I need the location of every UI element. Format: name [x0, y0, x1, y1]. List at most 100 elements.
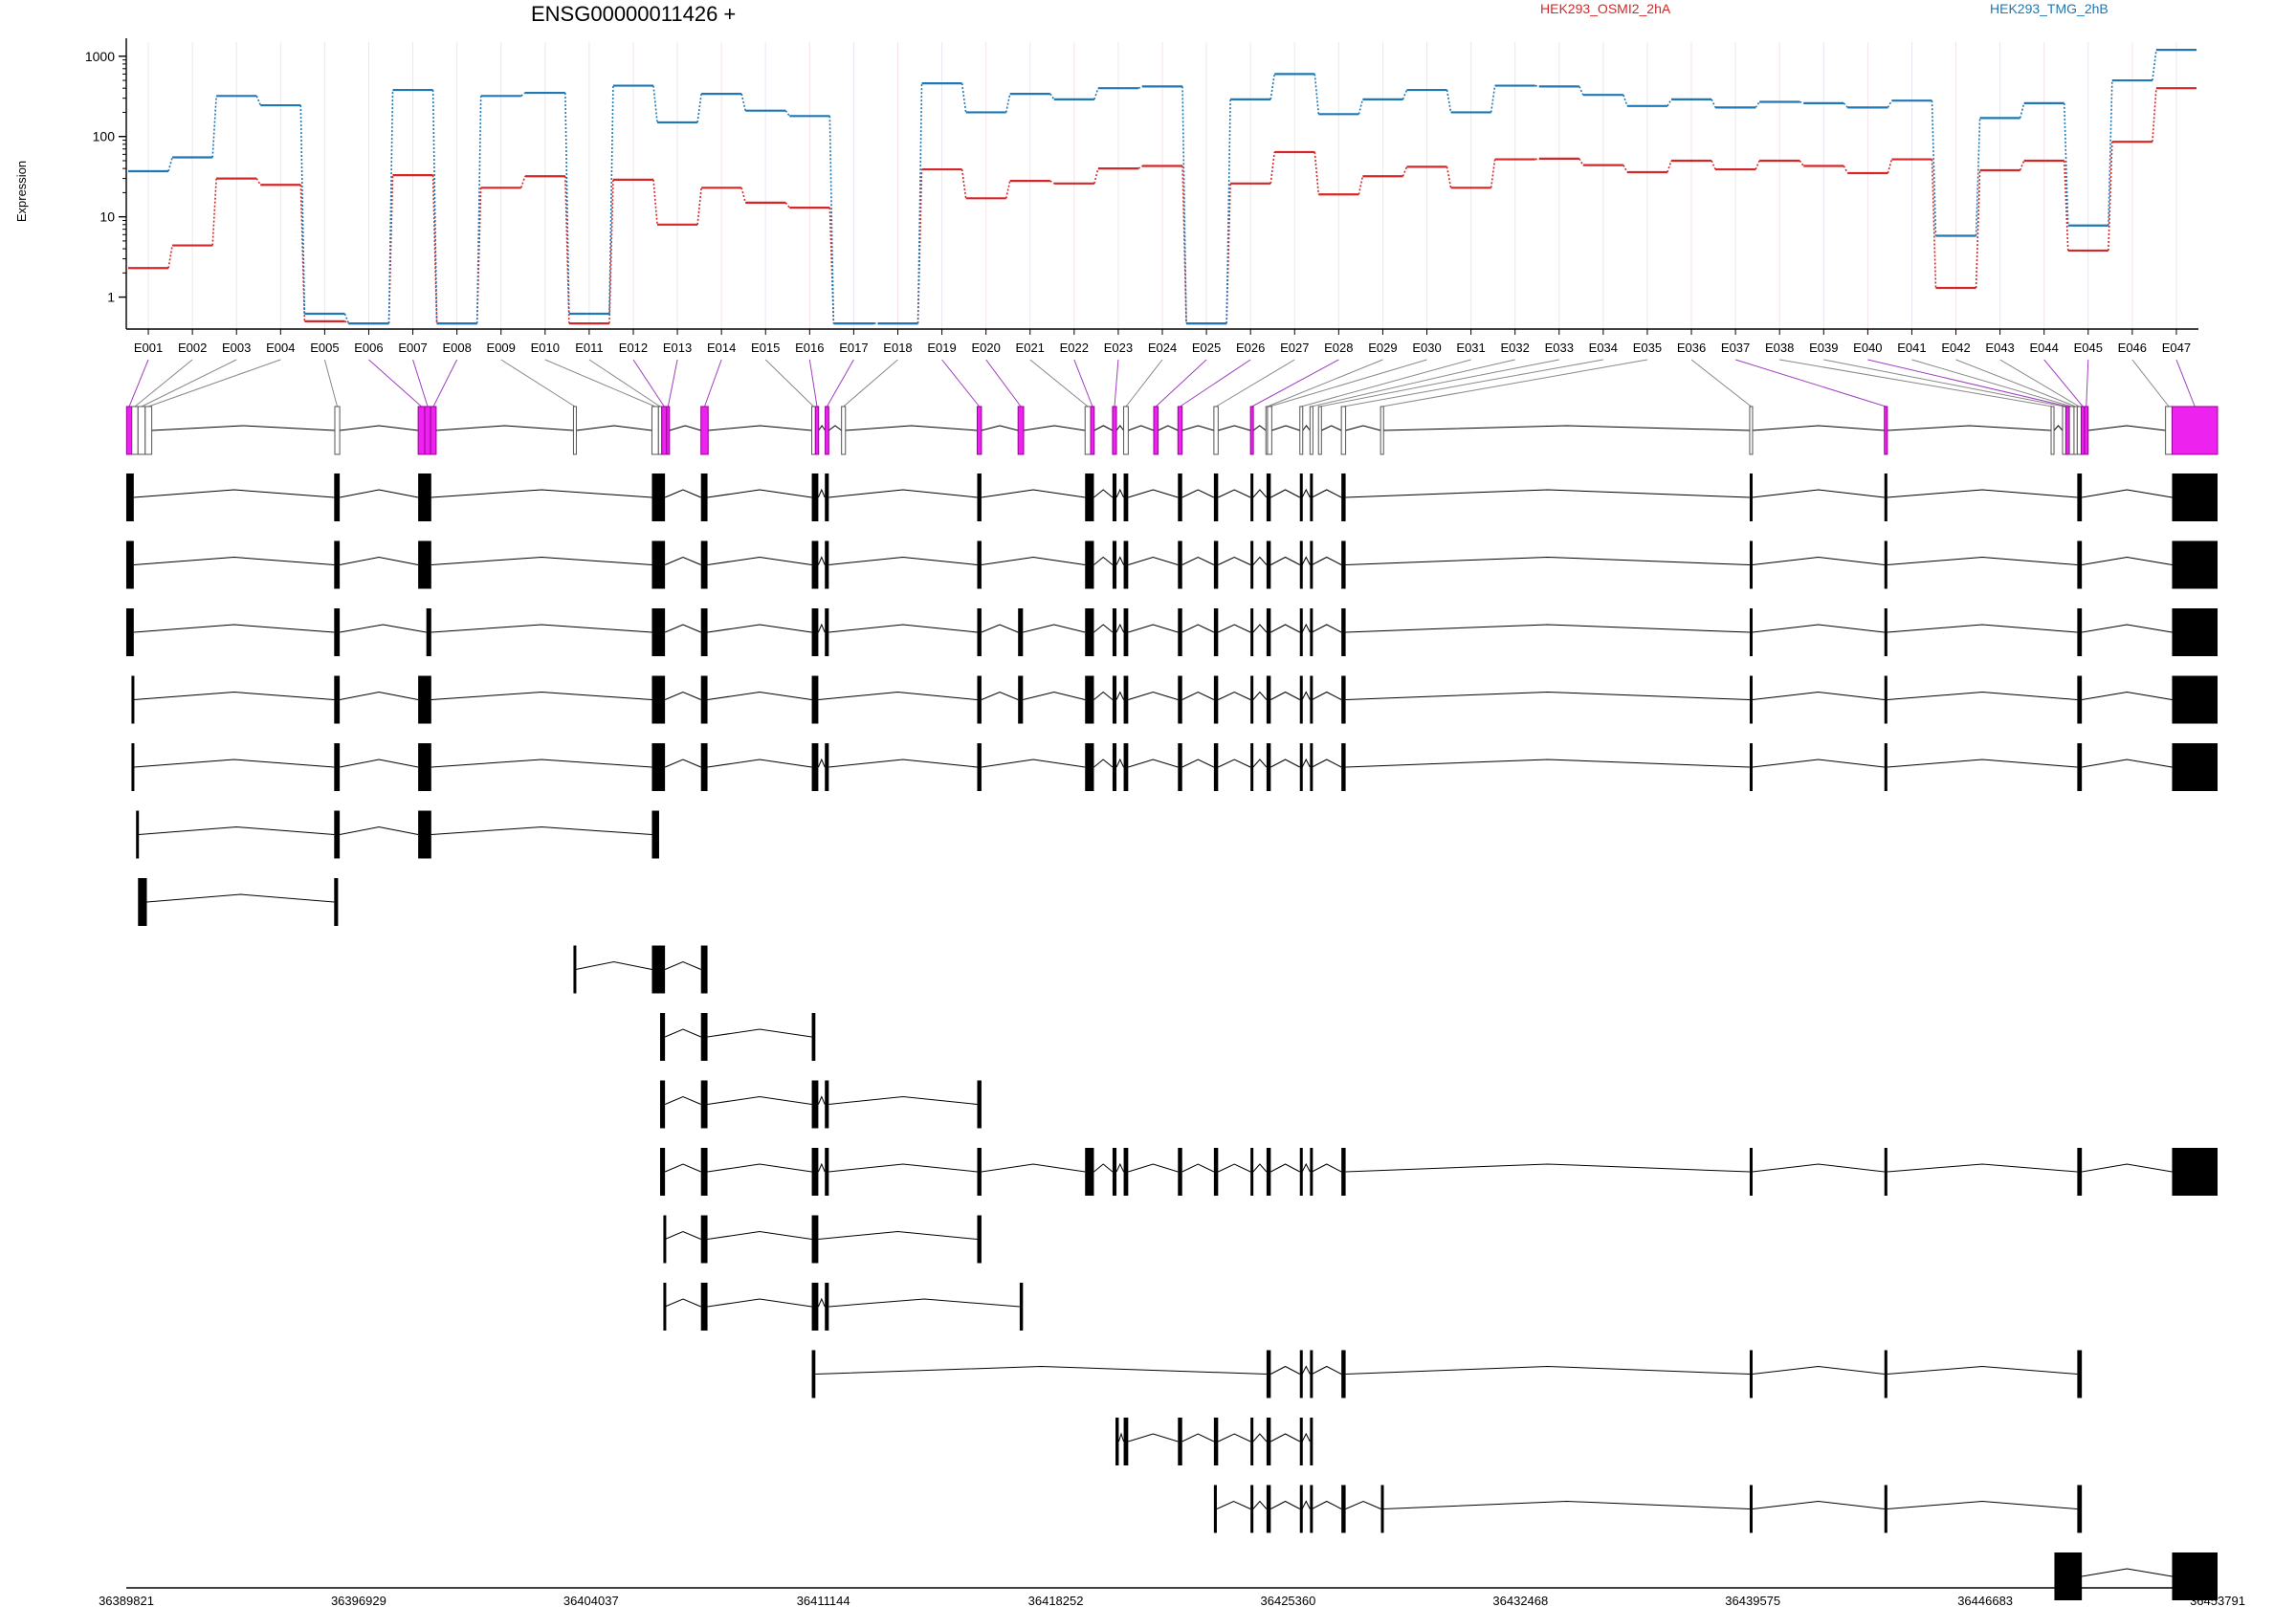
exon-model-bin — [424, 406, 431, 455]
series-2-connector — [1004, 93, 1011, 113]
transcript-intron — [1115, 758, 1125, 768]
transcript-exon — [1018, 675, 1024, 724]
transcript-exon — [1112, 473, 1117, 521]
transcript-exon — [1250, 540, 1254, 589]
exon-model-bin — [1153, 406, 1159, 455]
transcript-exon — [1341, 540, 1346, 589]
transcript-intron — [1301, 488, 1311, 498]
transcript-intron — [707, 1298, 812, 1308]
transcript-intron — [1252, 1163, 1268, 1173]
transcript-exon — [700, 473, 708, 521]
transcript-exon — [334, 675, 341, 724]
series-2-connector — [343, 313, 350, 324]
transcript-intron — [664, 691, 701, 700]
exon-bin-connector — [1029, 359, 1089, 407]
exon-model-intron — [1128, 425, 1155, 431]
transcript-intron — [818, 1230, 978, 1240]
transcript-exon — [977, 675, 982, 724]
series-2-connector — [2152, 50, 2157, 81]
transcript-intron — [1252, 489, 1268, 498]
transcript-intron — [1312, 691, 1342, 700]
transcript-intron — [1093, 489, 1114, 498]
transcript-exon — [651, 540, 666, 589]
transcript-intron — [1270, 1365, 1300, 1375]
transcript-track — [659, 1013, 816, 1061]
exon-bin-connector — [432, 359, 458, 407]
exon-model-intron — [708, 425, 812, 431]
transcript-intron — [1312, 556, 1342, 565]
transcript-track — [125, 473, 2218, 521]
transcript-intron — [1181, 624, 1215, 633]
transcript-exon — [1250, 743, 1254, 791]
transcript-intron — [981, 624, 1019, 633]
transcript-intron — [133, 624, 335, 633]
series-1-connector — [652, 179, 658, 225]
transcript-intron — [2082, 556, 2173, 565]
expression-lines — [128, 49, 2197, 325]
transcript-intron — [1301, 758, 1311, 768]
transcript-intron — [707, 1095, 812, 1105]
exon-model-intron — [2053, 425, 2064, 431]
exon-bin-connector — [1343, 359, 1603, 407]
transcript-exon — [418, 473, 431, 521]
transcript-exon — [418, 540, 431, 589]
exon-model-bin — [131, 406, 139, 455]
transcript-intron — [1181, 759, 1215, 768]
transcript-exon — [1250, 608, 1254, 656]
x-tick-label: E020 — [971, 341, 1000, 355]
exon-bin-connector — [1955, 359, 2076, 407]
exon-bin-connector — [1215, 359, 1295, 407]
transcript-intron — [133, 759, 335, 768]
genomic-tick-label: 36411144 — [797, 1594, 850, 1607]
transcript-intron — [817, 556, 826, 565]
transcript-intron — [981, 489, 1086, 498]
transcript-exon — [1112, 608, 1117, 656]
transcript-exon — [825, 1283, 829, 1331]
transcript-exon — [811, 540, 819, 589]
transcript-intron — [2082, 759, 2173, 768]
x-tick-label: E014 — [707, 341, 736, 355]
transcript-intron — [664, 960, 701, 970]
transcript-intron — [817, 623, 826, 633]
genomic-tick-label: 36404037 — [563, 1594, 619, 1607]
transcript-exon — [1123, 675, 1129, 724]
transcript-intron — [1301, 691, 1311, 700]
transcript-exon — [1178, 675, 1182, 724]
transcript-exon — [663, 1215, 667, 1264]
x-tick-label: E023 — [1104, 341, 1133, 355]
transcript-track — [125, 540, 2218, 589]
transcript-intron — [1023, 691, 1086, 700]
transcript-intron — [817, 1297, 826, 1308]
transcript-exon — [1019, 1283, 1024, 1331]
transcript-exon — [1341, 1148, 1346, 1196]
transcript-exon — [700, 540, 708, 589]
transcript-intron — [1345, 1365, 1750, 1375]
transcript-exon — [1123, 473, 1129, 521]
exon-bin-connector — [1999, 359, 2080, 407]
series-1-connector — [608, 179, 614, 324]
transcript-intron — [1301, 623, 1311, 633]
transcript-intron — [664, 624, 701, 633]
series-2-connector — [1314, 74, 1320, 115]
x-tick-label: E033 — [1545, 341, 1574, 355]
exon-model-bin — [657, 406, 663, 455]
series-2-connector — [2063, 102, 2069, 226]
series-1-connector — [1711, 160, 1716, 170]
exon-model-bin — [1123, 406, 1129, 455]
transcript-exon — [2172, 540, 2218, 589]
genomic-tick-label: 36432468 — [1492, 1594, 1548, 1607]
transcript-exon — [1299, 675, 1303, 724]
transcript-exon — [700, 1148, 708, 1196]
transcript-exon — [1341, 1485, 1346, 1533]
exon-bin-connector — [827, 359, 854, 407]
transcript-intron — [1887, 556, 2078, 565]
genomic-tick-label: 36439575 — [1725, 1594, 1780, 1607]
transcript-track — [136, 810, 659, 859]
exon-model-bin — [1309, 406, 1314, 455]
transcript-exon — [1749, 1350, 1753, 1398]
transcript-exon — [418, 810, 431, 859]
transcript-exon — [334, 743, 341, 791]
transcript-intron — [817, 488, 826, 498]
exon-bin-connector — [1867, 359, 2068, 407]
x-tick-label: E047 — [2162, 341, 2191, 355]
